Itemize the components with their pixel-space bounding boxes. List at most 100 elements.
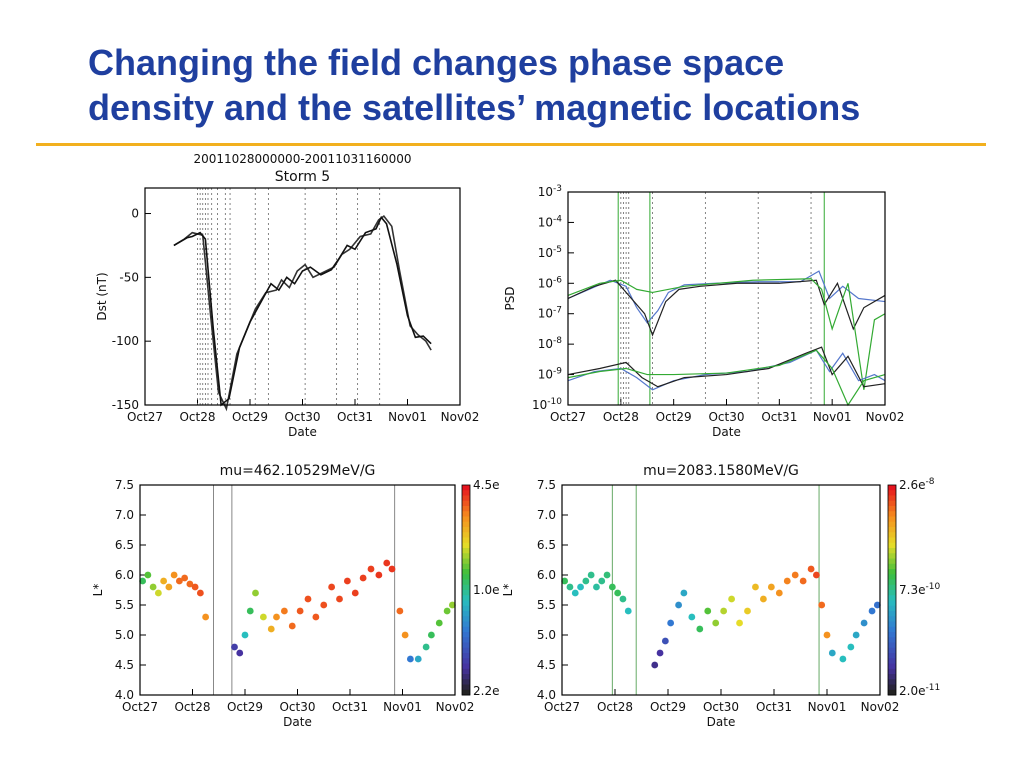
- lstar-data-point: [728, 595, 735, 603]
- lstar-data-point: [566, 583, 574, 591]
- lstar-data-point: [667, 619, 675, 627]
- lstar-data-point: [598, 577, 606, 585]
- colorbar-segment: [888, 537, 896, 544]
- x-axis-label: Date: [712, 425, 741, 439]
- colorbar-segment: [462, 611, 470, 617]
- colorbar-segment: [888, 605, 896, 612]
- lstar-data-point: [783, 577, 791, 585]
- lstar-data-point: [448, 601, 456, 609]
- colorbar-segment: [888, 542, 896, 549]
- colorbar-segment: [888, 495, 896, 502]
- colorbar-segment: [888, 506, 896, 512]
- lstar-data-point: [571, 589, 579, 597]
- colorbar-segment: [888, 637, 896, 643]
- x-tick-label: Nov01: [388, 410, 427, 424]
- colorbar-segment: [888, 563, 896, 570]
- lstar-data-point: [186, 580, 194, 588]
- y-tick-label: 4.0: [537, 688, 556, 702]
- x-tick-label: Oct30: [703, 700, 739, 714]
- lstar-data-point: [304, 595, 312, 603]
- colorbar-segment: [462, 584, 470, 591]
- colorbar-segment: [462, 689, 470, 696]
- x-tick-label: Oct31: [337, 410, 373, 424]
- colorbar-segment: [462, 632, 470, 638]
- colorbar-max-label: 2.6e-8: [899, 477, 935, 492]
- colorbar-segment: [462, 574, 470, 580]
- y-axis-label: L*: [91, 584, 105, 597]
- dst-series-line-1: [173, 214, 432, 412]
- lstar-data-point: [813, 571, 820, 579]
- x-tick-label: Nov02: [436, 700, 475, 714]
- colorbar-segment: [888, 553, 896, 559]
- colorbar-segment: [462, 579, 470, 586]
- lstar-data-point: [414, 655, 422, 663]
- lstar-data-point: [873, 601, 881, 609]
- lstar-data-point: [273, 613, 280, 621]
- lstar-data-point: [712, 619, 720, 627]
- psd-chart-panel: Oct27 Oct28 Oct29 Oct30 Oct31 Nov01 Nov02 Date 1…: [500, 180, 920, 450]
- lstar-data-point: [312, 613, 320, 621]
- plot-frame: [561, 484, 881, 696]
- lstar-data-point: [828, 649, 836, 657]
- x-tick-label: Oct31: [332, 700, 368, 714]
- colorbar-segment: [888, 626, 896, 633]
- x-tick-label: Oct29: [227, 700, 263, 714]
- colorbar-segment: [888, 663, 896, 670]
- lstar-data-point: [351, 589, 359, 597]
- lstar-data-point: [823, 631, 831, 639]
- colorbar-segment: [462, 542, 470, 549]
- dst-chart-panel: 20011028000000-20011031160000 Storm 5 Oct2…: [90, 150, 490, 450]
- colorbar-segment: [888, 611, 896, 617]
- colorbar-segment: [888, 511, 896, 517]
- lstar-data-point: [680, 589, 688, 597]
- lstar-data-point: [818, 601, 826, 609]
- colorbar-segment: [888, 642, 896, 649]
- x-tick-label: Oct29: [656, 410, 692, 424]
- lstar-data-point: [296, 607, 304, 615]
- y-tick-label: -50: [119, 270, 139, 284]
- x-tick-label: Nov02: [441, 410, 480, 424]
- lstar-data-point: [320, 601, 328, 609]
- y-axis-label: Dst (nT): [95, 272, 109, 320]
- lstar-low-mu-chart: mu=462.10529MeV/G Oct27 Oct28 Oct29 Oct30 Oct…: [91, 463, 509, 729]
- lstar-data-point: [619, 595, 627, 603]
- lstar-data-point: [443, 607, 451, 615]
- y-tick-label: 10-10: [532, 397, 562, 412]
- x-axis-label: Date: [283, 715, 312, 729]
- y-tick-label: 10-7: [538, 306, 562, 321]
- colorbar-segment: [462, 532, 470, 538]
- x-tick-label: Oct31: [761, 410, 797, 424]
- lstar-data-point: [661, 637, 669, 645]
- lstar-high-mu-chart: mu=2083.1580MeV/G Oct27 Oct28 Oct29 Oct30 Oct…: [501, 463, 940, 729]
- colorbar-frame: [887, 484, 897, 696]
- colorbar-mid-label: 7.3e-10: [899, 582, 940, 597]
- lstar-data-point: [406, 655, 414, 663]
- x-tick-label: Nov01: [383, 700, 422, 714]
- colorbar-mid-label: 1.0e-7: [473, 582, 500, 597]
- lstar-data-point: [704, 607, 712, 615]
- y-tick-label: 7.0: [537, 508, 556, 522]
- y-tick-label: 7.5: [537, 478, 556, 492]
- colorbar-max-label: 4.5e-6: [473, 477, 500, 492]
- colorbar-segment: [462, 527, 470, 533]
- lstar-data-point: [736, 619, 743, 627]
- colorbar-segment: [888, 485, 896, 491]
- x-axis-label: Date: [288, 425, 317, 439]
- x-tick-label: Oct29: [232, 410, 268, 424]
- x-tick-label: Nov01: [813, 410, 852, 424]
- x-tick-label: Nov01: [808, 700, 847, 714]
- colorbar-min-label: 2.2e-9: [473, 683, 500, 698]
- colorbar-segment: [888, 632, 896, 638]
- lstar-data-point: [170, 571, 178, 579]
- lstar-data-point: [577, 583, 584, 591]
- colorbar-segment: [888, 689, 896, 696]
- colorbar-segment: [462, 521, 470, 528]
- y-tick-label: 7.5: [115, 478, 134, 492]
- x-tick-label: Oct30: [279, 700, 315, 714]
- colorbar-segment: [462, 500, 470, 507]
- y-axis-label: L*: [501, 584, 515, 597]
- lstar-data-point: [614, 589, 622, 597]
- colorbar-segment: [462, 553, 470, 559]
- plot-frame: [567, 191, 886, 406]
- lstar-data-point: [396, 607, 404, 615]
